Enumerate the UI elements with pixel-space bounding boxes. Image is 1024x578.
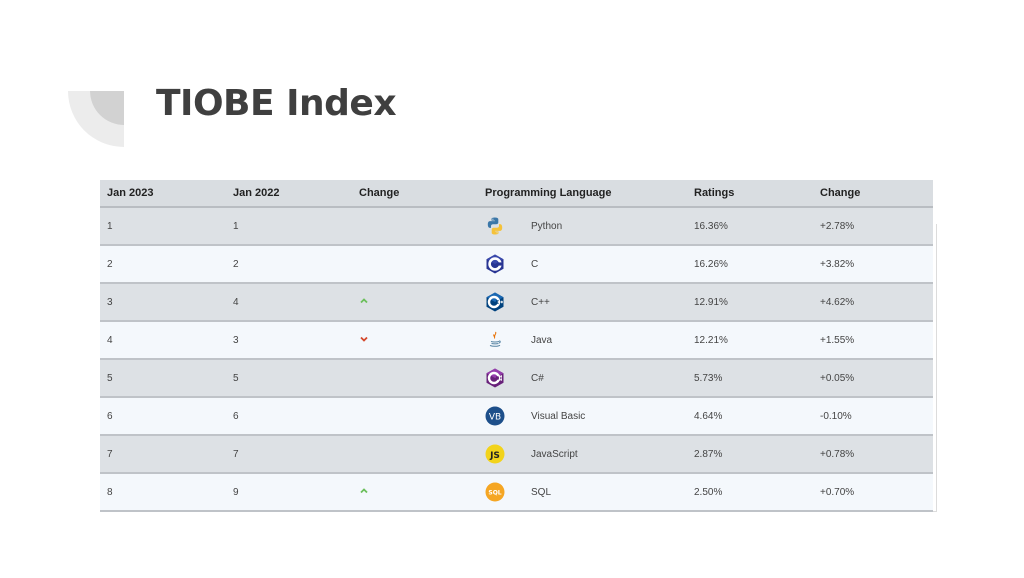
- cell-jan-2022: 3: [226, 321, 352, 360]
- csharp-logo-icon: [485, 368, 505, 388]
- table-row: 7 7 JS JavaScript 2.87% +0.78%: [100, 435, 933, 474]
- header-ratings: Ratings: [687, 180, 813, 208]
- cell-change: +2.78%: [813, 207, 933, 246]
- table-shadow-bottom: [143, 511, 937, 512]
- cell-rating: 16.26%: [687, 245, 813, 284]
- cell-jan-2022: 5: [226, 359, 352, 398]
- page-title: TIOBE Index: [156, 83, 397, 124]
- cell-jan-2023: 7: [100, 435, 226, 474]
- table-row: 2 2 C 16.26% +3.82%: [100, 245, 933, 284]
- cell-jan-2022: 4: [226, 283, 352, 322]
- cell-language: C: [478, 245, 687, 284]
- javascript-logo-icon: JS: [485, 444, 505, 464]
- cell-language: VB Visual Basic: [478, 397, 687, 436]
- decorative-arc-icon: [68, 91, 124, 147]
- cell-change: -0.10%: [813, 397, 933, 436]
- language-name: Java: [531, 334, 553, 346]
- language-name: C++: [531, 296, 550, 308]
- language-name: C#: [531, 372, 544, 384]
- cell-jan-2022: 9: [226, 473, 352, 512]
- header-jan-2022: Jan 2022: [226, 180, 352, 208]
- language-name: Python: [531, 220, 563, 232]
- cell-rating: 12.91%: [687, 283, 813, 322]
- cell-jan-2023: 6: [100, 397, 226, 436]
- cell-jan-2023: 2: [100, 245, 226, 284]
- cell-jan-2022: 2: [226, 245, 352, 284]
- cell-trend: [352, 435, 478, 474]
- header-change-rating: Change: [813, 180, 933, 208]
- table-row: 4 3 Java 12.21% +1.55%: [100, 321, 933, 360]
- cell-jan-2022: 1: [226, 207, 352, 246]
- cell-jan-2023: 5: [100, 359, 226, 398]
- cell-change: +0.70%: [813, 473, 933, 512]
- cell-rating: 12.21%: [687, 321, 813, 360]
- cell-change: +0.78%: [813, 435, 933, 474]
- cell-trend: [352, 283, 478, 322]
- cell-rating: 4.64%: [687, 397, 813, 436]
- cell-rating: 5.73%: [687, 359, 813, 398]
- language-name: C: [531, 258, 539, 270]
- trend-up-icon: [359, 296, 369, 306]
- table-header-row: Jan 2023 Jan 2022 Change Programming Lan…: [100, 180, 933, 208]
- cell-change: +3.82%: [813, 245, 933, 284]
- cell-rating: 16.36%: [687, 207, 813, 246]
- cell-jan-2022: 7: [226, 435, 352, 474]
- table-shadow-right: [936, 224, 937, 512]
- trend-down-icon: [359, 334, 369, 344]
- cell-language: Java: [478, 321, 687, 360]
- sql-logo-icon: SQL: [485, 482, 505, 502]
- tiobe-ranking-table: Jan 2023 Jan 2022 Change Programming Lan…: [100, 180, 933, 512]
- table-row: 8 9 SQL SQL 2.50% +0.70%: [100, 473, 933, 512]
- svg-text:JS: JS: [489, 451, 500, 461]
- cell-rating: 2.50%: [687, 473, 813, 512]
- cell-jan-2023: 8: [100, 473, 226, 512]
- language-name: SQL: [531, 486, 552, 498]
- cpp-logo-icon: [485, 292, 505, 312]
- cell-jan-2022: 6: [226, 397, 352, 436]
- cell-language: C#: [478, 359, 687, 398]
- cell-trend: [352, 321, 478, 360]
- cell-language: SQL SQL: [478, 473, 687, 512]
- trend-up-icon: [359, 486, 369, 496]
- language-name: Visual Basic: [531, 410, 586, 422]
- cell-language: Python: [478, 207, 687, 246]
- cell-language: C++: [478, 283, 687, 322]
- java-logo-icon: [485, 330, 505, 350]
- cell-trend: [352, 359, 478, 398]
- svg-text:SQL: SQL: [488, 490, 501, 497]
- cell-jan-2023: 1: [100, 207, 226, 246]
- c-logo-icon: [485, 254, 505, 274]
- header-change-rank: Change: [352, 180, 478, 208]
- cell-trend: [352, 245, 478, 284]
- header-jan-2023: Jan 2023: [100, 180, 226, 208]
- cell-change: +4.62%: [813, 283, 933, 322]
- table-row: 3 4 C++ 12.91% +4.62%: [100, 283, 933, 322]
- cell-jan-2023: 3: [100, 283, 226, 322]
- cell-jan-2023: 4: [100, 321, 226, 360]
- header-programming-language: Programming Language: [478, 180, 687, 208]
- cell-rating: 2.87%: [687, 435, 813, 474]
- cell-change: +0.05%: [813, 359, 933, 398]
- cell-trend: [352, 397, 478, 436]
- python-logo-icon: [485, 216, 505, 236]
- cell-trend: [352, 473, 478, 512]
- cell-change: +1.55%: [813, 321, 933, 360]
- visual-basic-logo-icon: VB: [485, 406, 505, 426]
- tiobe-table-container: Jan 2023 Jan 2022 Change Programming Lan…: [100, 180, 933, 512]
- table-row: 5 5 C# 5.73% +0.05%: [100, 359, 933, 398]
- table-row: 1 1 Python 16.36% +2.78%: [100, 207, 933, 246]
- svg-text:VB: VB: [489, 413, 501, 423]
- language-name: JavaScript: [531, 448, 578, 460]
- cell-trend: [352, 207, 478, 246]
- table-row: 6 6 VB Visual Basic 4.64% -0.10%: [100, 397, 933, 436]
- cell-language: JS JavaScript: [478, 435, 687, 474]
